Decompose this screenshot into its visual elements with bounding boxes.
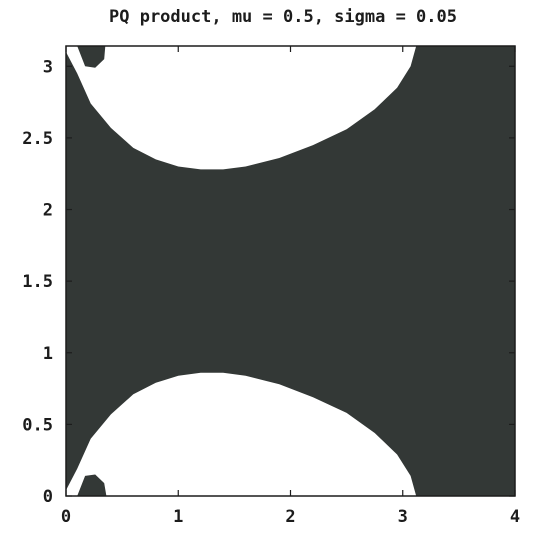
y-tick-label: 2: [43, 201, 53, 221]
axes: 0 1 2 3 4 0 0.5 1 1.5 2 2.5 3: [22, 45, 520, 527]
x-tick-label: 3: [398, 507, 408, 527]
y-tick-label: 1.5: [22, 272, 53, 292]
y-tick-label: 3: [43, 57, 53, 77]
y-tick-label: 0: [43, 487, 53, 507]
x-tick-label: 0: [61, 507, 71, 527]
upper-white-region: [66, 46, 417, 170]
y-tick-label: 2.5: [22, 129, 53, 149]
plot-area: [66, 46, 515, 496]
x-tick-label: 4: [510, 507, 520, 527]
y-tick-label: 1: [43, 344, 53, 364]
chart-title: PQ product, mu = 0.5, sigma = 0.05: [109, 7, 457, 27]
lower-white-region: [66, 372, 417, 496]
y-tick-label: 0.5: [22, 415, 53, 435]
x-tick-label: 1: [173, 507, 183, 527]
x-tick-label: 2: [285, 507, 295, 527]
